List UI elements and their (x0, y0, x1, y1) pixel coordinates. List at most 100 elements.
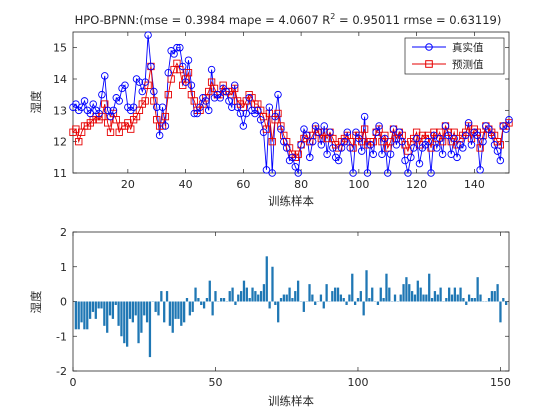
error-bar (88, 301, 92, 319)
error-bar (322, 301, 325, 309)
actual-point (352, 128, 360, 137)
actual-point (360, 112, 369, 121)
actual-point (72, 100, 80, 108)
error-bar (419, 287, 422, 302)
actual-point (317, 141, 326, 149)
actual-point (415, 159, 424, 168)
error-bar (83, 301, 86, 330)
error-bar (371, 287, 374, 302)
actual-point (150, 87, 158, 96)
bottom-x-tick-label: 100 (347, 376, 368, 389)
error-bar (103, 301, 106, 326)
actual-point (268, 169, 276, 177)
actual-point (381, 134, 389, 143)
actual-point (340, 137, 349, 146)
top-y-tick-label: 14 (53, 73, 67, 86)
actual-point (357, 147, 366, 155)
error-bar (160, 291, 163, 302)
actual-point (476, 166, 484, 174)
error-bar (422, 294, 425, 302)
actual-point (89, 100, 97, 108)
top-x-tick-label: 140 (464, 178, 485, 191)
top-x-tick-label: 40 (179, 178, 193, 191)
actual-point (277, 125, 285, 133)
error-bar (208, 280, 211, 302)
error-bar (165, 291, 169, 302)
actual-point (308, 137, 317, 146)
error-bar (197, 298, 200, 302)
error-bar (499, 301, 502, 323)
error-bar (430, 298, 434, 302)
error-bar (336, 287, 340, 302)
actual-point (487, 131, 496, 140)
error-bar (205, 298, 209, 302)
error-bar (234, 301, 237, 305)
error-bar (231, 287, 234, 302)
error-bar (382, 298, 385, 302)
error-bar (294, 291, 297, 302)
actual-point (294, 169, 302, 177)
actual-point (389, 125, 398, 133)
predicted-point (167, 75, 175, 83)
error-bar (111, 301, 115, 319)
actual-point (427, 169, 435, 177)
actual-point (222, 87, 230, 96)
predicted-point (184, 69, 193, 77)
top-y-tick-label: 12 (53, 136, 67, 149)
predicted-point (277, 122, 285, 130)
actual-point (490, 141, 499, 149)
actual-point (178, 62, 187, 71)
error-bar (126, 301, 129, 347)
error-bar (410, 291, 414, 302)
error-bar (496, 284, 499, 302)
error-bar (117, 301, 120, 326)
actual-point (164, 68, 173, 77)
legend-predicted-label: 预测值 (452, 58, 484, 71)
predicted-point (106, 128, 115, 136)
error-bar (277, 301, 280, 323)
error-bar (405, 277, 408, 302)
top-x-axis-label: 训练样本 (268, 194, 314, 208)
error-bar (91, 301, 95, 312)
actual-point (467, 141, 476, 149)
error-bar (257, 294, 260, 302)
error-bar (288, 287, 291, 302)
bottom-y-axis-label: 湿度 (29, 290, 43, 313)
actual-point (378, 150, 386, 158)
actual-point (329, 144, 337, 152)
actual-point (383, 169, 392, 177)
top-chart-title: HPO-BPNN:(mse = 0.3984 mape = 4.0607 R2 … (75, 12, 502, 27)
error-bar (154, 301, 157, 312)
error-bar (448, 287, 451, 302)
error-bar (271, 266, 274, 302)
error-bar (148, 301, 152, 358)
error-bar (214, 291, 217, 302)
bottom-chart: 0 50 100 150 -2 -1 0 1 2 训练样本 湿度 (29, 226, 511, 408)
actual-point (392, 141, 401, 149)
error-bar (77, 301, 80, 330)
actual-point (236, 109, 245, 118)
actual-point (346, 144, 354, 152)
actual-point (306, 153, 314, 162)
error-bar (356, 298, 360, 302)
bottom-error-bars (74, 256, 508, 358)
actual-point (103, 106, 112, 115)
predicted-point (75, 138, 83, 146)
predicted-point (268, 138, 276, 146)
actual-point (372, 128, 380, 137)
error-bar (140, 301, 143, 333)
error-bar (131, 301, 134, 323)
top-y-tick-label: 13 (53, 104, 67, 117)
top-x-tick-label: 120 (406, 178, 427, 191)
actual-point (95, 109, 103, 118)
actual-point (245, 94, 253, 102)
actual-point (375, 122, 383, 130)
error-bar (248, 298, 251, 302)
legend-box (404, 37, 505, 75)
bottom-y-tick-label: 2 (60, 226, 67, 239)
actual-point (176, 43, 184, 52)
actual-point (485, 125, 493, 133)
actual-point (187, 81, 196, 90)
error-bar (456, 294, 459, 302)
error-bar (490, 291, 494, 302)
